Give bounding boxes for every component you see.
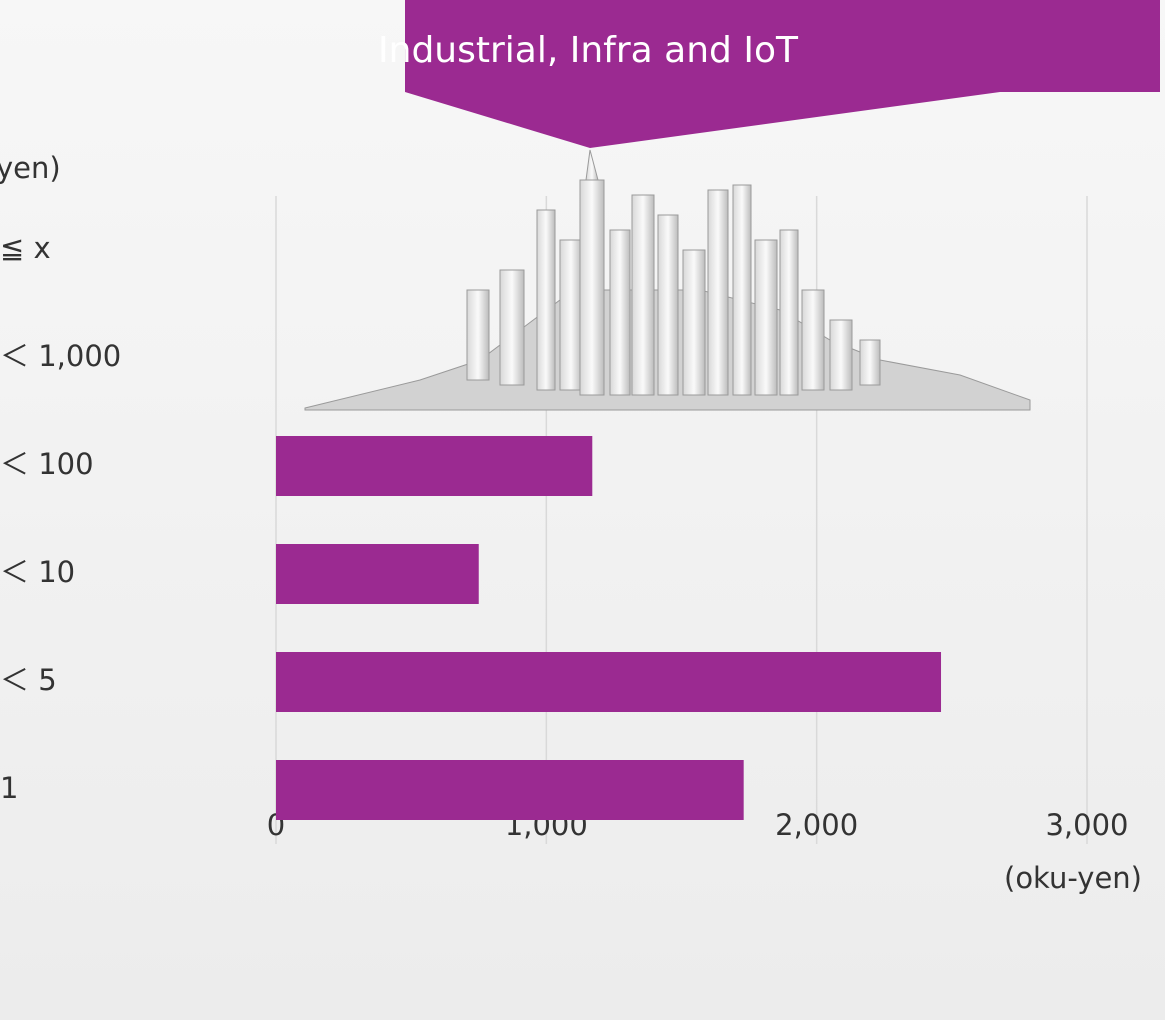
bar	[276, 652, 942, 712]
y-tick-label: ＜ 100	[0, 447, 94, 481]
y-axis-label: yen)	[0, 151, 61, 185]
y-tick-label: ＜ 1,000	[0, 339, 121, 373]
bar	[276, 544, 479, 604]
title-banner	[405, 0, 1160, 148]
y-tick-label: ＜ 10	[0, 555, 75, 589]
x-axis-label: (oku-yen)	[1004, 861, 1142, 895]
y-tick-label: 1	[0, 771, 18, 805]
x-tick-label: 2,000	[775, 808, 858, 842]
x-tick-label: 3,000	[1045, 808, 1128, 842]
y-tick-label: ＜ 5	[0, 663, 57, 697]
bar	[276, 760, 744, 820]
y-tick-label: ≦ x	[0, 231, 51, 265]
chart-title: Industrial, Infra and IoT	[378, 30, 799, 71]
bar	[276, 436, 593, 496]
city-illustration	[304, 149, 1031, 411]
